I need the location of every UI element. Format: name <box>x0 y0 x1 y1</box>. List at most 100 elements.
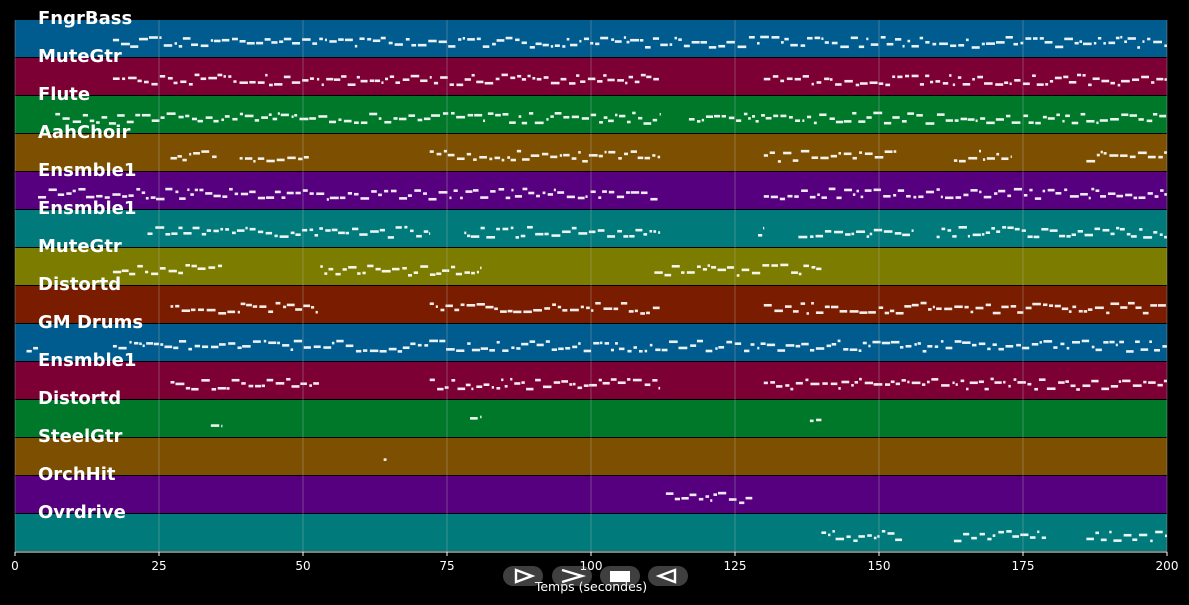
note <box>476 80 484 84</box>
note <box>815 234 824 238</box>
note <box>815 347 825 350</box>
note <box>763 195 769 198</box>
note <box>1147 37 1151 41</box>
note <box>583 37 590 41</box>
note <box>862 341 867 345</box>
note <box>208 266 216 269</box>
note <box>191 117 197 121</box>
note <box>653 77 659 81</box>
note <box>1115 343 1118 347</box>
note <box>151 119 160 122</box>
note <box>480 347 489 350</box>
note <box>795 381 803 385</box>
note <box>826 344 832 348</box>
note <box>1008 384 1011 388</box>
note <box>378 117 382 120</box>
note <box>859 377 862 381</box>
note <box>850 36 858 40</box>
note <box>858 349 862 352</box>
note <box>282 344 290 347</box>
note <box>1023 114 1029 118</box>
note <box>467 234 471 238</box>
note <box>502 227 509 231</box>
back-button[interactable] <box>648 566 688 586</box>
note <box>603 307 613 311</box>
x-tick-label: 50 <box>295 559 311 573</box>
note <box>834 230 844 234</box>
note <box>744 349 750 353</box>
note <box>563 153 570 157</box>
note <box>773 114 779 118</box>
note <box>640 73 646 77</box>
note <box>600 341 603 345</box>
note <box>290 348 294 351</box>
note <box>428 232 431 235</box>
note <box>588 230 596 234</box>
note <box>1091 345 1095 349</box>
note <box>572 382 576 386</box>
note <box>1120 306 1128 309</box>
note <box>557 305 562 309</box>
note <box>618 157 622 160</box>
note <box>1071 121 1079 125</box>
note <box>874 155 884 159</box>
note <box>905 344 912 348</box>
note <box>354 121 359 125</box>
note <box>188 347 192 351</box>
note <box>853 539 858 543</box>
note <box>572 345 578 349</box>
note <box>562 45 566 48</box>
note <box>522 158 530 161</box>
note <box>658 231 661 234</box>
note <box>1101 387 1110 391</box>
note <box>1042 303 1048 307</box>
play-button[interactable] <box>503 566 543 586</box>
note <box>476 37 481 41</box>
note <box>78 187 86 191</box>
note <box>130 45 139 48</box>
note <box>552 303 556 306</box>
note <box>134 341 139 345</box>
note <box>1080 112 1086 116</box>
note <box>717 491 727 495</box>
note <box>185 114 190 118</box>
note <box>654 271 663 274</box>
note <box>1125 193 1133 197</box>
note <box>1014 227 1020 231</box>
note <box>183 232 192 235</box>
note <box>316 77 320 81</box>
note <box>577 386 583 390</box>
forward-button[interactable] <box>552 566 592 586</box>
stop-button[interactable] <box>600 566 640 586</box>
note <box>465 190 473 193</box>
note <box>159 36 162 39</box>
note <box>375 267 381 271</box>
note <box>496 386 501 390</box>
note <box>335 272 341 276</box>
note <box>794 77 801 81</box>
note <box>843 348 849 351</box>
x-tick-label: 0 <box>11 559 19 573</box>
note <box>320 265 323 268</box>
note <box>144 80 149 84</box>
note <box>1088 196 1091 200</box>
note <box>890 340 900 344</box>
note <box>1065 114 1070 118</box>
note <box>852 111 857 115</box>
note <box>369 79 375 83</box>
note <box>371 190 377 193</box>
note <box>802 75 809 78</box>
note <box>1110 302 1120 306</box>
note <box>873 228 883 232</box>
note <box>104 196 110 199</box>
note <box>255 384 262 388</box>
note <box>936 188 940 191</box>
note <box>1110 232 1115 236</box>
note <box>295 191 301 195</box>
note <box>471 348 481 352</box>
note <box>1094 227 1101 231</box>
note <box>1017 311 1024 314</box>
note <box>901 379 906 382</box>
note <box>429 76 432 79</box>
note <box>953 539 962 543</box>
